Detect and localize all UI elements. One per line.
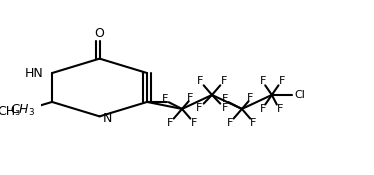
- Text: N: N: [103, 113, 112, 125]
- Text: F: F: [277, 104, 283, 114]
- Text: F: F: [190, 118, 197, 128]
- Text: F: F: [220, 76, 227, 86]
- Text: F: F: [247, 93, 254, 103]
- Text: F: F: [260, 76, 267, 86]
- Text: CH₃: CH₃: [0, 105, 21, 118]
- Text: O: O: [95, 27, 104, 40]
- Text: $CH_3$: $CH_3$: [10, 103, 35, 118]
- Text: F: F: [260, 104, 267, 114]
- Text: F: F: [279, 76, 285, 86]
- Text: F: F: [250, 118, 257, 128]
- Text: Cl: Cl: [295, 90, 306, 100]
- Text: F: F: [167, 118, 174, 128]
- Text: F: F: [187, 93, 193, 103]
- Text: F: F: [221, 94, 228, 104]
- Text: F: F: [197, 76, 203, 86]
- Text: F: F: [222, 103, 229, 113]
- Text: F: F: [196, 103, 202, 113]
- Text: F: F: [227, 118, 233, 128]
- Text: F: F: [162, 94, 168, 104]
- Text: HN: HN: [25, 66, 44, 80]
